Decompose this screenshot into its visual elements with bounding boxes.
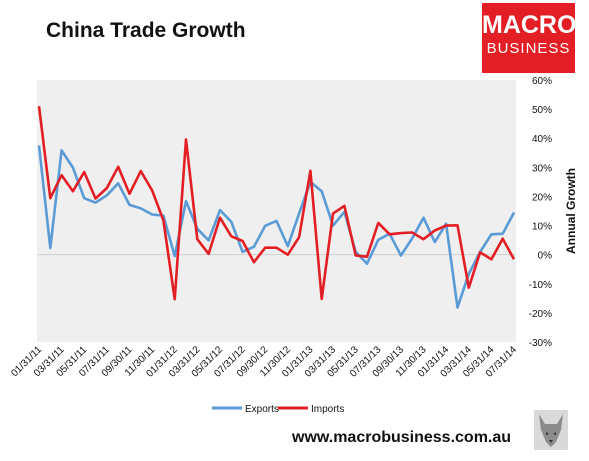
y-tick-label: 10% [532, 222, 552, 233]
legend-item-exports: Exports [212, 404, 279, 415]
y-tick-label: -10% [529, 280, 552, 291]
y-tick-label: 60% [532, 76, 552, 87]
series-lines [37, 106, 516, 309]
y-tick-label: 30% [532, 163, 552, 174]
y-tick-label: 20% [532, 192, 552, 203]
y-axis-ticks: -30% -20% -10% 0% 10% 20% 30% 40% 50% 60% [529, 76, 552, 349]
plot-area [37, 80, 516, 342]
legend-label: Imports [311, 404, 344, 415]
logo-line-2: BUSINESS [486, 40, 571, 57]
legend-label: Exports [245, 404, 279, 415]
wolf-icon [534, 410, 568, 450]
logo-line-1: MACRO [482, 11, 577, 39]
macrobusiness-logo: MACRO BUSINESS [482, 3, 577, 73]
series-line-imports [37, 106, 516, 301]
y-tick-label: 50% [532, 105, 552, 116]
y-tick-label: -20% [529, 309, 552, 320]
y-tick-label: 40% [532, 134, 552, 145]
website-url: www.macrobusiness.com.au [292, 429, 512, 446]
chart-title: China Trade Growth [46, 19, 246, 42]
legend: Exports Imports [212, 404, 344, 415]
y-tick-label: 0% [538, 251, 553, 262]
x-axis-ticks: 01/31/1103/31/1105/31/1107/31/1109/30/11… [9, 344, 519, 380]
legend-item-imports: Imports [278, 404, 344, 415]
y-tick-label: -30% [529, 338, 552, 349]
y-axis-label: Annual Growth [564, 168, 578, 254]
series-line-exports [37, 145, 516, 309]
